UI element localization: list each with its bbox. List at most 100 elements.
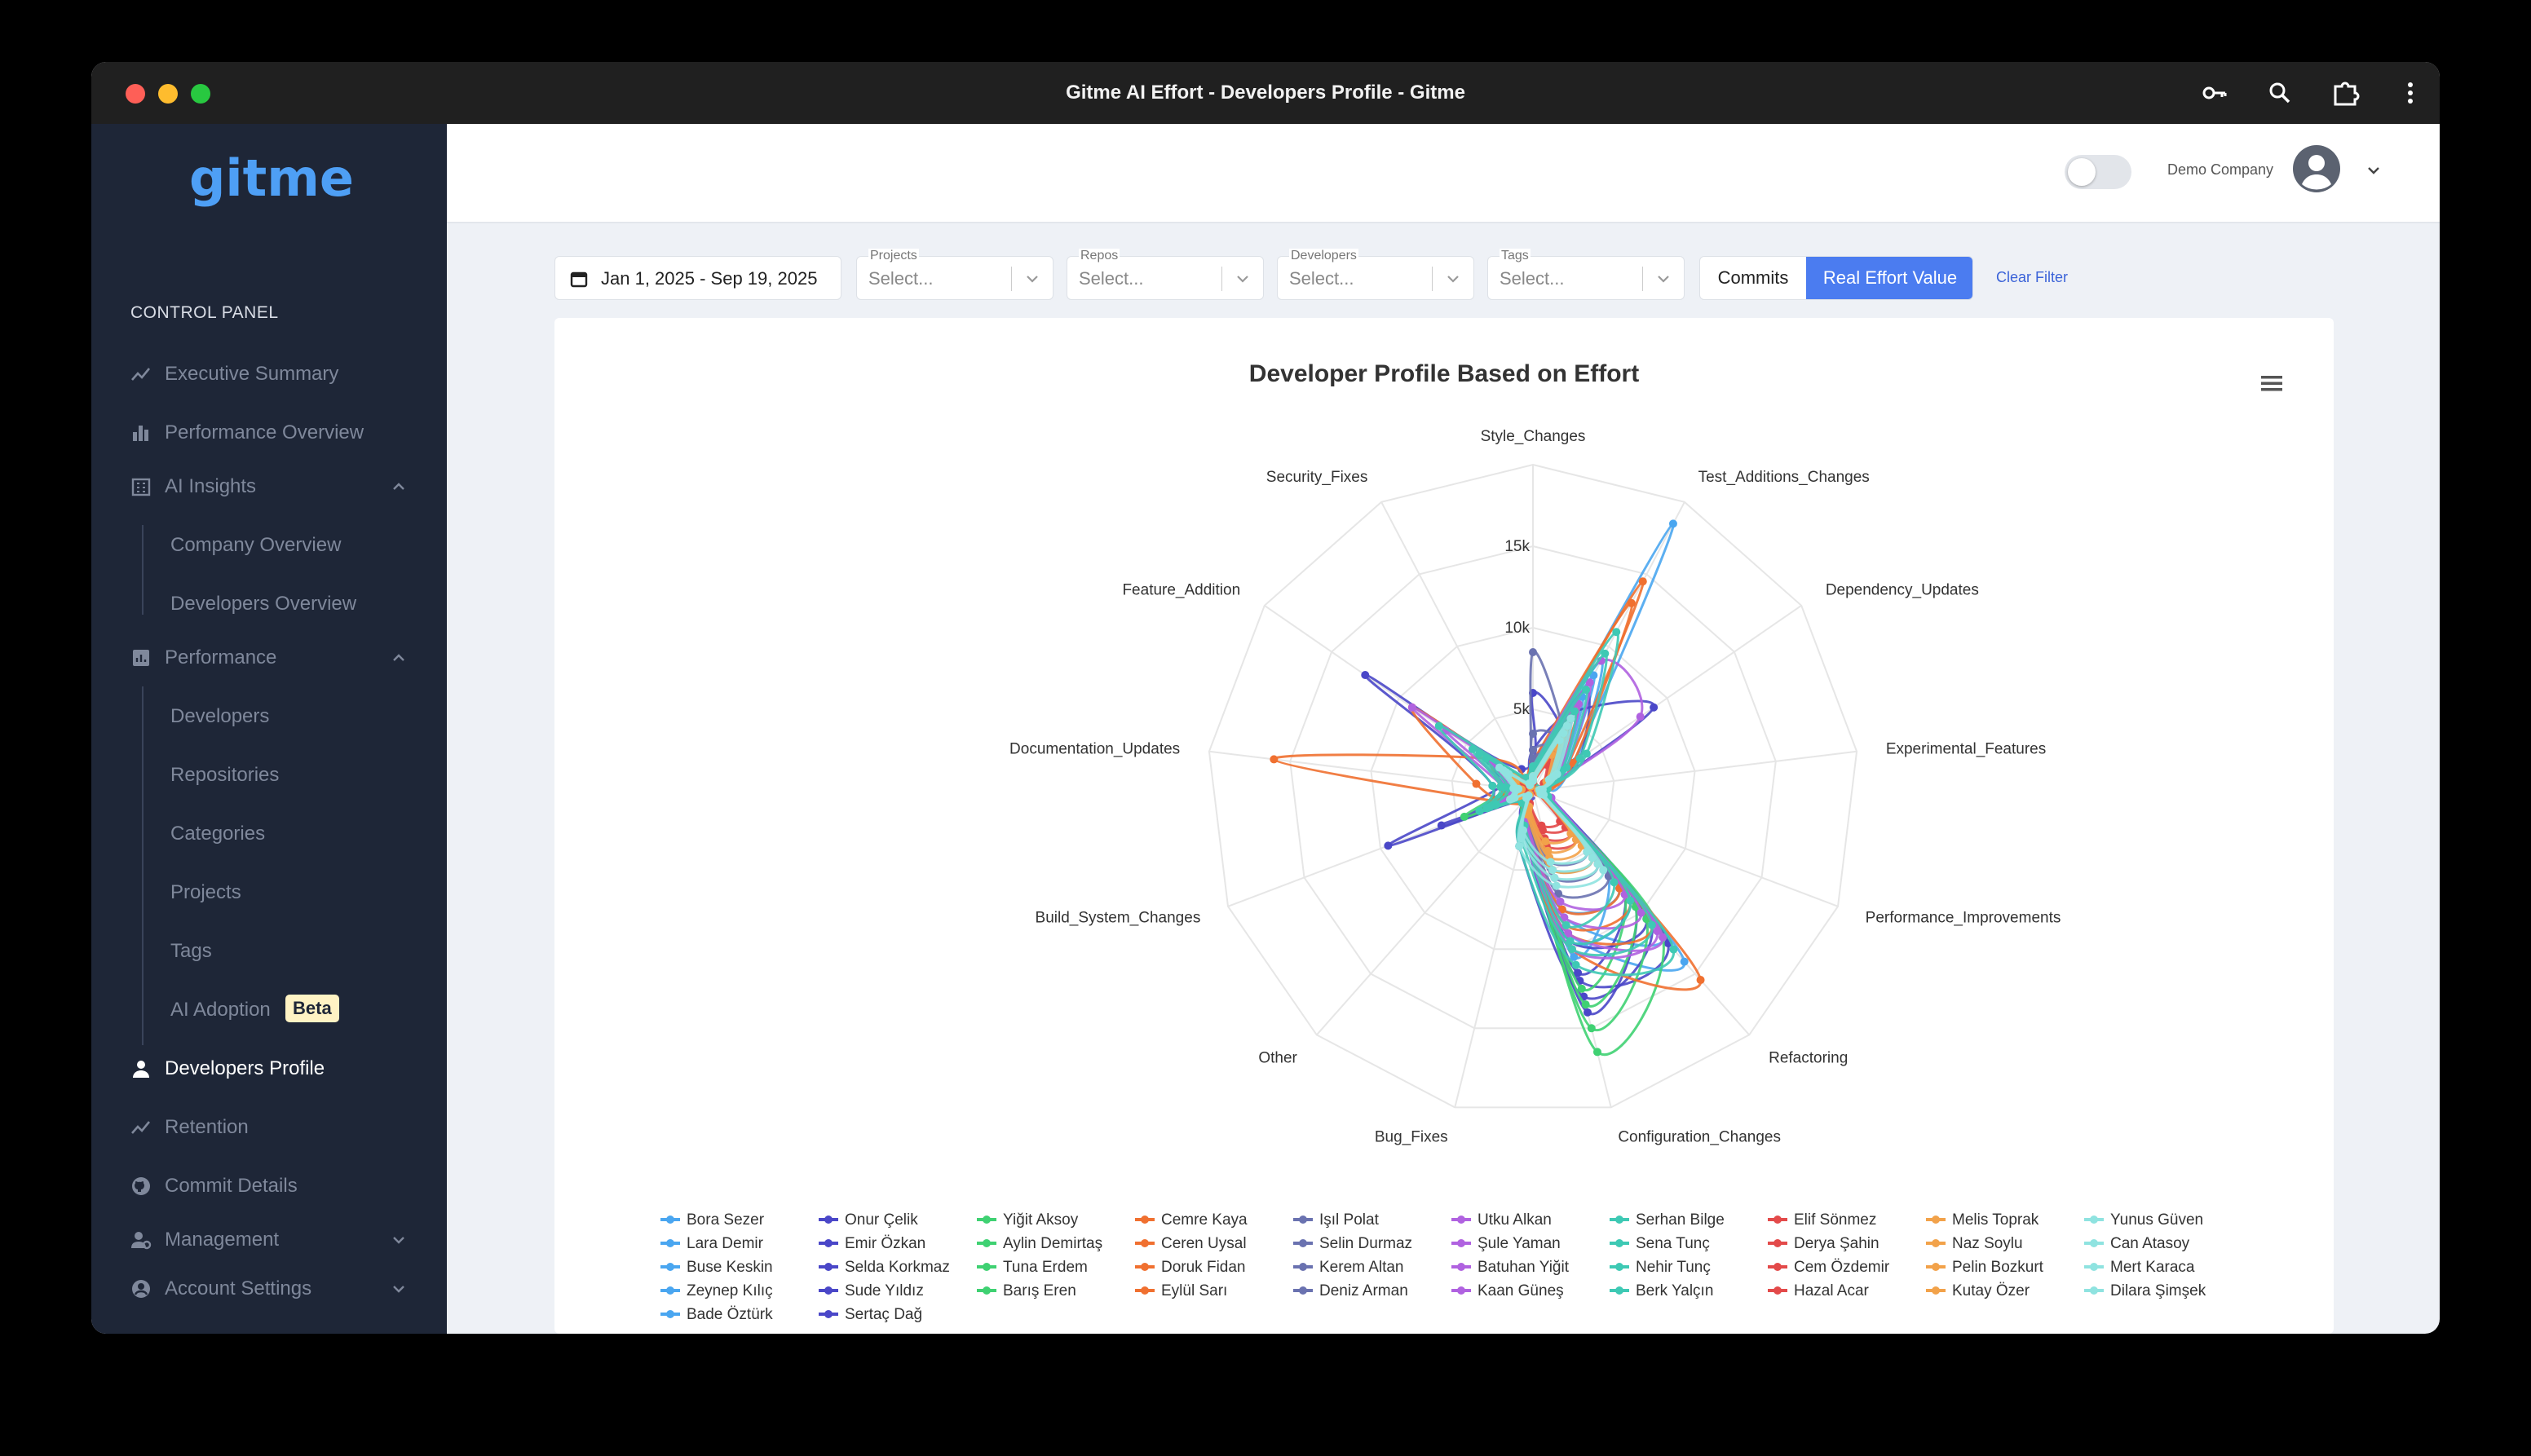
nav-executive-summary[interactable]: Executive Summary bbox=[91, 354, 447, 393]
data-point[interactable] bbox=[1475, 749, 1484, 758]
zoom-icon[interactable] bbox=[2265, 78, 2295, 108]
data-point[interactable] bbox=[1612, 628, 1621, 637]
nav-ai-adoption[interactable]: AI Adoption Beta bbox=[91, 990, 447, 1029]
series-line[interactable] bbox=[1411, 658, 1659, 960]
data-point[interactable] bbox=[1519, 826, 1528, 835]
nav-developers-profile[interactable]: Developers Profile bbox=[91, 1048, 447, 1088]
data-point[interactable] bbox=[1548, 866, 1557, 875]
data-point[interactable] bbox=[1592, 1048, 1601, 1057]
data-point[interactable] bbox=[1571, 960, 1580, 969]
data-point[interactable] bbox=[1510, 793, 1519, 802]
data-point[interactable] bbox=[1504, 770, 1513, 779]
data-point[interactable] bbox=[1564, 929, 1573, 938]
commits-button[interactable]: Commits bbox=[1717, 267, 1789, 288]
data-point[interactable] bbox=[1434, 721, 1443, 730]
data-point[interactable] bbox=[1638, 577, 1647, 586]
chevron-down-icon[interactable] bbox=[1444, 270, 1462, 288]
nav-repositories[interactable]: Repositories bbox=[170, 764, 280, 786]
data-point[interactable] bbox=[1492, 801, 1501, 810]
repos-select[interactable]: Repos Select... bbox=[1067, 249, 1264, 300]
data-point[interactable] bbox=[1570, 707, 1579, 716]
data-point[interactable] bbox=[1555, 736, 1564, 745]
clear-filter-link[interactable]: Clear Filter bbox=[1996, 269, 2069, 285]
nav-management[interactable]: Management bbox=[91, 1220, 447, 1259]
data-point[interactable] bbox=[1529, 730, 1537, 738]
data-point[interactable] bbox=[1583, 847, 1592, 856]
data-point[interactable] bbox=[1460, 812, 1469, 821]
data-point[interactable] bbox=[1552, 881, 1561, 890]
data-point[interactable] bbox=[1270, 755, 1279, 764]
data-point[interactable] bbox=[1588, 854, 1597, 863]
data-point[interactable] bbox=[1566, 937, 1575, 946]
theme-toggle[interactable] bbox=[2065, 155, 2131, 189]
data-point[interactable] bbox=[1524, 791, 1533, 800]
nav-company-overview[interactable]: Company Overview bbox=[170, 534, 342, 556]
data-point[interactable] bbox=[1561, 921, 1570, 930]
data-point[interactable] bbox=[1529, 746, 1537, 754]
data-point[interactable] bbox=[1577, 984, 1586, 993]
data-point[interactable] bbox=[1575, 754, 1584, 763]
chevron-up-icon[interactable] bbox=[390, 478, 408, 496]
projects-select[interactable]: Projects Select... bbox=[856, 249, 1053, 300]
chevron-down-icon[interactable] bbox=[2365, 161, 2383, 179]
data-point[interactable] bbox=[1627, 598, 1636, 607]
chevron-up-icon[interactable] bbox=[390, 649, 408, 667]
extension-icon[interactable] bbox=[2330, 78, 2360, 108]
data-point[interactable] bbox=[1544, 775, 1553, 784]
data-point[interactable] bbox=[1482, 754, 1491, 763]
data-point[interactable] bbox=[1584, 1008, 1592, 1017]
nav-developers[interactable]: Developers bbox=[170, 705, 270, 727]
nav-performance-overview[interactable]: Performance Overview bbox=[91, 413, 447, 452]
nav-developers-overview[interactable]: Developers Overview bbox=[170, 593, 357, 615]
chevron-down-icon[interactable] bbox=[1234, 270, 1252, 288]
data-point[interactable] bbox=[1537, 821, 1546, 830]
data-point[interactable] bbox=[1546, 858, 1555, 867]
data-point[interactable] bbox=[1554, 889, 1563, 898]
data-point[interactable] bbox=[1659, 933, 1667, 942]
key-icon[interactable] bbox=[2200, 78, 2229, 108]
data-point[interactable] bbox=[1696, 976, 1705, 985]
data-point[interactable] bbox=[1585, 678, 1594, 687]
data-point[interactable] bbox=[1650, 703, 1659, 712]
data-point[interactable] bbox=[1488, 781, 1497, 790]
data-point[interactable] bbox=[1626, 896, 1635, 905]
data-point[interactable] bbox=[1361, 670, 1370, 679]
data-point[interactable] bbox=[1407, 703, 1416, 712]
data-point[interactable] bbox=[1570, 952, 1579, 961]
data-point[interactable] bbox=[1599, 866, 1608, 875]
real-effort-button[interactable]: Real Effort Value bbox=[1806, 257, 1972, 299]
data-point[interactable] bbox=[1529, 648, 1537, 656]
tags-select[interactable]: Tags Select... bbox=[1487, 249, 1685, 300]
developers-select[interactable]: Developers Select... bbox=[1277, 249, 1474, 300]
nav-account-settings[interactable]: Account Settings bbox=[91, 1268, 447, 1308]
nav-tags[interactable]: Tags bbox=[170, 940, 212, 962]
data-point[interactable] bbox=[1582, 749, 1591, 758]
data-point[interactable] bbox=[1567, 945, 1576, 954]
date-range-picker[interactable]: Jan 1, 2025 - Sep 19, 2025 bbox=[554, 256, 841, 300]
data-point[interactable] bbox=[1384, 841, 1393, 850]
nav-categories[interactable]: Categories bbox=[170, 823, 266, 845]
data-point[interactable] bbox=[1636, 713, 1645, 721]
data-point[interactable] bbox=[1593, 859, 1602, 868]
more-vertical-icon[interactable] bbox=[2396, 78, 2425, 108]
data-point[interactable] bbox=[1581, 1000, 1590, 1009]
data-point[interactable] bbox=[1587, 1024, 1596, 1033]
data-point[interactable] bbox=[1550, 873, 1559, 882]
data-point[interactable] bbox=[1669, 945, 1678, 954]
data-point[interactable] bbox=[1515, 841, 1524, 850]
data-point[interactable] bbox=[1574, 968, 1583, 977]
data-point[interactable] bbox=[1566, 714, 1575, 723]
data-point[interactable] bbox=[1475, 806, 1484, 815]
data-point[interactable] bbox=[1559, 729, 1568, 738]
hamburger-menu-icon[interactable] bbox=[2260, 373, 2283, 393]
data-point[interactable] bbox=[1541, 837, 1550, 846]
data-point[interactable] bbox=[1647, 920, 1656, 929]
data-point[interactable] bbox=[1601, 649, 1610, 658]
data-point[interactable] bbox=[1668, 519, 1677, 528]
close-window-button[interactable] bbox=[126, 84, 145, 104]
series-line[interactable] bbox=[1471, 652, 1654, 956]
data-point[interactable] bbox=[1557, 905, 1566, 914]
data-point[interactable] bbox=[1514, 784, 1523, 793]
data-point[interactable] bbox=[1526, 780, 1535, 789]
data-point[interactable] bbox=[1582, 686, 1591, 695]
